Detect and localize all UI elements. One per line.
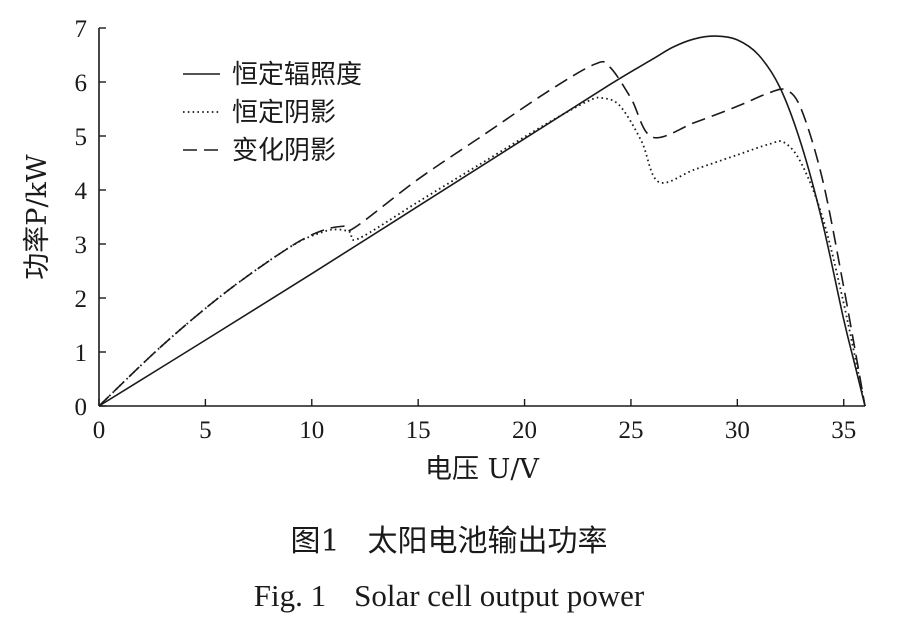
y-tick-label: 7 xyxy=(75,16,88,43)
series-line-3 xyxy=(98,60,866,407)
caption-chinese: 图1 太阳电池输出功率 xyxy=(0,516,898,560)
x-tick-label: 0 xyxy=(93,417,106,444)
x-tick-label: 25 xyxy=(618,417,643,444)
y-tick-label: 3 xyxy=(75,232,88,259)
y-tick-label: 5 xyxy=(75,124,88,151)
axes xyxy=(98,27,865,407)
x-tick-label: 5 xyxy=(199,417,212,444)
y-tick-label: 4 xyxy=(75,178,88,205)
legend-label-3: 变化阴影 xyxy=(232,136,336,166)
x-tick-label: 15 xyxy=(406,417,431,444)
y-tick-label: 2 xyxy=(75,286,88,313)
series-lines xyxy=(98,35,866,407)
y-tick-label: 1 xyxy=(75,340,88,367)
legend-label-1: 恒定辐照度 xyxy=(232,60,362,90)
x-tick-label: 30 xyxy=(725,417,750,444)
y-tick-label: 0 xyxy=(75,394,88,421)
x-tick-label: 35 xyxy=(831,417,856,444)
caption-zh-text: 太阳电池输出功率 xyxy=(367,524,608,559)
y-axis-label: 功率P/kW xyxy=(22,154,53,280)
legend-label-2: 恒定阴影 xyxy=(232,98,336,128)
caption-en-number: Fig. 1 xyxy=(253,578,327,613)
x-tick-label: 10 xyxy=(299,417,324,444)
caption-en-text: Solar cell output power xyxy=(354,578,645,613)
y-tick-label: 6 xyxy=(75,70,88,97)
caption-zh-number: 图1 xyxy=(290,524,340,559)
x-axis-label: 电压 U/V xyxy=(425,454,539,485)
caption-english: Fig. 1 Solar cell output power xyxy=(0,578,898,614)
x-tick-label: 20 xyxy=(512,417,537,444)
tick-labels: 0 5 10 15 20 25 30 35 0 1 2 3 4 5 6 7 xyxy=(75,16,857,444)
series-line-1 xyxy=(98,35,866,407)
series-line-2 xyxy=(98,96,866,407)
